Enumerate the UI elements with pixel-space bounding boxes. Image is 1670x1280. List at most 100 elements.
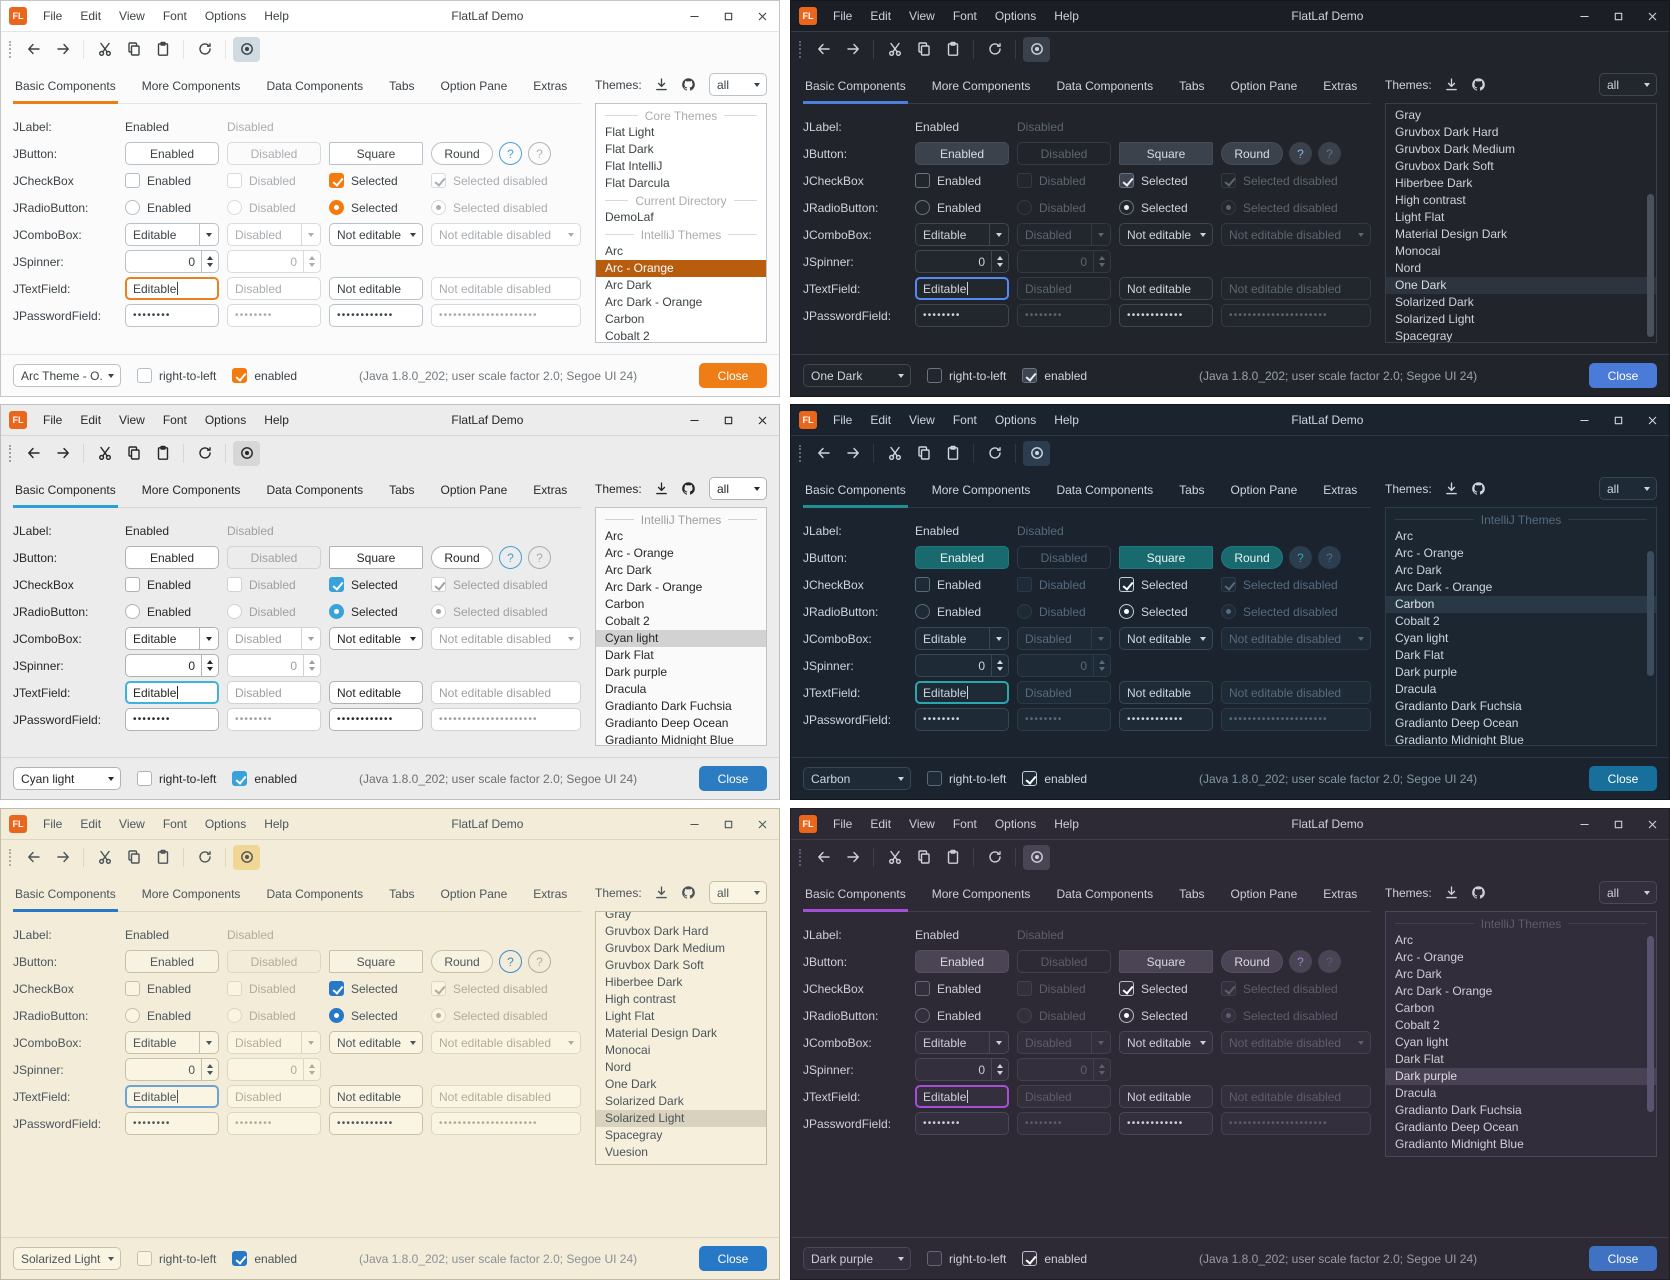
help-button[interactable]: ? xyxy=(1318,142,1341,165)
passwordfield[interactable]: •••••••• xyxy=(915,1112,1009,1135)
passwordfield[interactable]: •••••••• xyxy=(125,1112,219,1135)
round-button[interactable]: Round xyxy=(1221,142,1283,165)
tab-basic-components[interactable]: Basic Components xyxy=(803,887,908,912)
theme-item-gradianto-midnight-blue[interactable]: Gradianto Midnight Blue xyxy=(605,733,734,746)
tab-basic-components[interactable]: Basic Components xyxy=(13,887,118,912)
theme-item-arc-orange[interactable]: Arc - Orange xyxy=(605,546,674,560)
theme-item-flat-darcula[interactable]: Flat Darcula xyxy=(605,176,670,190)
help-button[interactable]: ? xyxy=(499,950,522,973)
radiobox-selected-disabled[interactable]: Selected disabled xyxy=(431,604,548,619)
theme-item-dracula[interactable]: Dracula xyxy=(605,682,647,696)
passwordfield[interactable]: •••••••••••• xyxy=(329,1112,423,1135)
theme-item-gradianto-midnight-blue[interactable]: Gradianto Midnight Blue xyxy=(1395,1137,1524,1151)
radiobox-disabled[interactable]: Disabled xyxy=(1017,1008,1086,1023)
combobox-editable[interactable]: Editable xyxy=(125,223,219,246)
radiobox-selected-disabled[interactable]: Selected disabled xyxy=(431,1008,548,1023)
menu-view[interactable]: View xyxy=(119,817,145,831)
theme-item-cyan-light[interactable]: Cyan light xyxy=(1395,631,1449,645)
theme-item-gruvbox-dark-soft[interactable]: Gruvbox Dark Soft xyxy=(605,958,704,972)
show-button[interactable] xyxy=(1023,844,1050,870)
theme-item-gray[interactable]: Gray xyxy=(1395,108,1422,122)
tab-basic-components[interactable]: Basic Components xyxy=(13,483,118,508)
tab-basic-components[interactable]: Basic Components xyxy=(13,79,118,104)
textfield-editable[interactable]: Editable xyxy=(125,681,219,704)
combobox-not-editable-disabled[interactable]: Not editable disabled xyxy=(431,223,581,246)
theme-item-high-contrast[interactable]: High contrast xyxy=(605,992,676,1006)
menu-font[interactable]: Font xyxy=(162,413,187,427)
menu-help[interactable]: Help xyxy=(264,9,289,23)
textfield-not-editable-disabled[interactable]: Not editable disabled xyxy=(431,681,581,704)
themes-filter-combo[interactable]: all xyxy=(1599,881,1657,904)
checkbox-enabled[interactable]: Enabled xyxy=(915,577,981,592)
enabled-checkbox[interactable]: enabled xyxy=(1022,368,1087,383)
radiobox-enabled[interactable]: Enabled xyxy=(125,1008,191,1023)
tab-more-components[interactable]: More Components xyxy=(931,887,1031,901)
tab-option-pane[interactable]: Option Pane xyxy=(440,79,508,93)
theme-item-arc-dark[interactable]: Arc Dark xyxy=(605,563,652,577)
textfield-disabled[interactable]: Disabled xyxy=(1017,277,1111,300)
github-icon[interactable] xyxy=(681,481,696,496)
checkbox-selected[interactable]: Selected xyxy=(1119,981,1188,996)
theme-item-gradianto-dark-fuchsia[interactable]: Gradianto Dark Fuchsia xyxy=(1395,699,1522,713)
enabled-button[interactable]: Enabled xyxy=(125,142,219,165)
copy-button[interactable] xyxy=(120,845,147,870)
checkbox-selected[interactable]: Selected xyxy=(1119,173,1188,188)
tab-data-components[interactable]: Data Components xyxy=(266,79,364,93)
checkbox-enabled[interactable]: Enabled xyxy=(915,173,981,188)
theme-item-arc-dark[interactable]: Arc Dark xyxy=(1395,563,1442,577)
copy-button[interactable] xyxy=(910,845,937,870)
theme-item-nord[interactable]: Nord xyxy=(1395,261,1422,275)
textfield-editable[interactable]: Editable xyxy=(915,1085,1009,1108)
checkbox-selected[interactable]: Selected xyxy=(1119,577,1188,592)
combobox-editable[interactable]: Editable xyxy=(915,223,1009,246)
passwordfield[interactable]: •••••••• xyxy=(1017,1112,1111,1135)
window-close-button[interactable] xyxy=(1635,809,1669,839)
toolbar-grip-handle[interactable] xyxy=(9,40,11,58)
theme-item-arc-dark-orange[interactable]: Arc Dark - Orange xyxy=(605,580,703,594)
theme-item-light-flat[interactable]: Light Flat xyxy=(605,1009,655,1023)
theme-item-material-design-dark[interactable]: Material Design Dark xyxy=(1395,227,1508,241)
checkbox-disabled[interactable]: Disabled xyxy=(227,981,296,996)
checkbox-disabled[interactable]: Disabled xyxy=(227,173,296,188)
close-button[interactable]: Close xyxy=(699,1246,767,1271)
round-button[interactable]: Round xyxy=(1221,546,1283,569)
theme-item-cyan-light[interactable]: Cyan light xyxy=(596,630,766,647)
window-close-button[interactable] xyxy=(745,405,779,435)
rtl-checkbox[interactable]: right-to-left xyxy=(927,368,1006,383)
tab-extras[interactable]: Extras xyxy=(1323,887,1358,901)
rtl-checkbox[interactable]: right-to-left xyxy=(927,1251,1006,1266)
checkbox-selected-disabled[interactable]: Selected disabled xyxy=(1221,577,1338,592)
disabled-button[interactable]: Disabled xyxy=(1017,142,1111,165)
copy-button[interactable] xyxy=(120,37,147,62)
square-button[interactable]: Square xyxy=(1119,950,1213,973)
rtl-checkbox[interactable]: right-to-left xyxy=(137,771,216,786)
checkbox-enabled[interactable]: Enabled xyxy=(125,981,191,996)
round-button[interactable]: Round xyxy=(431,142,493,165)
menu-font[interactable]: Font xyxy=(162,817,187,831)
tab-data-components[interactable]: Data Components xyxy=(266,887,364,901)
checkbox-selected-disabled[interactable]: Selected disabled xyxy=(1221,981,1338,996)
passwordfield[interactable]: ••••••••••••••••••••• xyxy=(431,708,581,731)
disabled-button[interactable]: Disabled xyxy=(227,142,321,165)
menu-file[interactable]: File xyxy=(833,413,853,427)
tab-option-pane[interactable]: Option Pane xyxy=(1230,483,1298,497)
spinner-field[interactable]: 0 xyxy=(1017,654,1111,677)
checkbox-enabled[interactable]: Enabled xyxy=(125,173,191,188)
theme-item-arc-dark[interactable]: Arc Dark xyxy=(605,278,652,292)
theme-item-gradianto-dark-fuchsia[interactable]: Gradianto Dark Fuchsia xyxy=(1395,1103,1522,1117)
theme-item-gray[interactable]: Gray xyxy=(605,911,632,921)
github-icon[interactable] xyxy=(681,885,696,900)
rtl-checkbox[interactable]: right-to-left xyxy=(137,368,216,383)
window-maximize-button[interactable] xyxy=(1601,405,1635,435)
passwordfield[interactable]: •••••••• xyxy=(227,1112,321,1135)
help-button[interactable]: ? xyxy=(1318,546,1341,569)
paste-button[interactable] xyxy=(149,37,176,62)
forward-button[interactable] xyxy=(49,845,76,870)
menu-view[interactable]: View xyxy=(909,817,935,831)
window-minimize-button[interactable] xyxy=(677,405,711,435)
spinner-field[interactable]: 0 xyxy=(125,1058,219,1081)
theme-item-cobalt-2[interactable]: Cobalt 2 xyxy=(1395,614,1440,628)
theme-item-carbon[interactable]: Carbon xyxy=(605,597,645,611)
theme-item-flat-dark[interactable]: Flat Dark xyxy=(605,142,654,156)
menu-file[interactable]: File xyxy=(43,413,63,427)
